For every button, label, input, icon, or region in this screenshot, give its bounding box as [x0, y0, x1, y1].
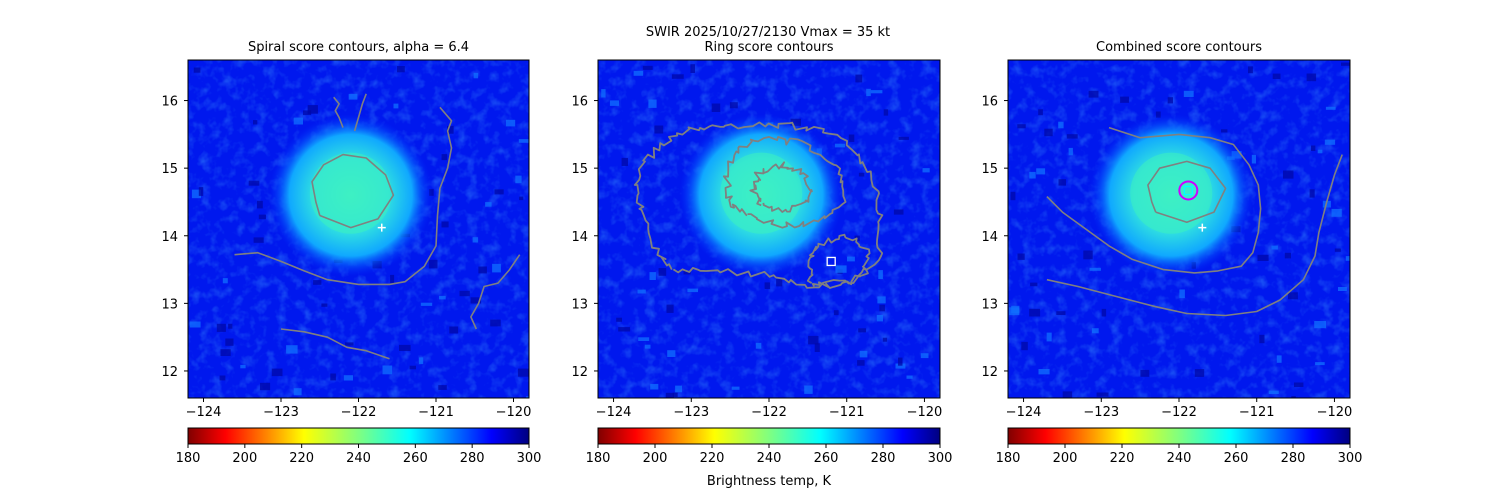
- x-tick-label: −124: [1006, 405, 1042, 420]
- y-tick-label: 16: [571, 95, 588, 110]
- y-tick-label: 12: [571, 365, 588, 380]
- colorbar-tick-label: 280: [460, 451, 485, 466]
- y-tick-label: 15: [981, 162, 998, 177]
- colorbar-tick-label: 260: [1224, 451, 1249, 466]
- colorbar-tick-label: 280: [871, 451, 896, 466]
- contour-line: [722, 136, 847, 229]
- colorbar-label: Brightness temp, K: [707, 474, 832, 489]
- x-tick-label: −121: [829, 405, 865, 420]
- contour-line: [1046, 154, 1343, 317]
- x-tick-label: −124: [186, 405, 222, 420]
- colorbar-tick-label: 220: [1110, 451, 1135, 466]
- panel-3: Combined score contours −124 −123 −122 −121 −…: [981, 40, 1362, 466]
- colorbar-tick-label: 180: [176, 451, 201, 466]
- center-plus-marker: [377, 223, 386, 232]
- panel-1: Spiral score contours, alpha = 6.4 −124 −1…: [161, 40, 541, 466]
- colorbar: [187, 427, 530, 445]
- heatmap-image: [1008, 60, 1350, 398]
- colorbar-tick-label: 180: [586, 451, 611, 466]
- colorbar-tick-label: 300: [517, 451, 542, 466]
- heatmap-image: [188, 60, 529, 398]
- y-tick-label: 15: [161, 162, 178, 177]
- colorbar-tick-label: 220: [289, 451, 314, 466]
- x-tick-label: −121: [1239, 405, 1275, 420]
- x-tick-label: −123: [673, 405, 709, 420]
- panel-title: Spiral score contours, alpha = 6.4: [248, 40, 469, 55]
- y-tick-label: 13: [981, 297, 998, 312]
- x-tick-label: −122: [751, 405, 787, 420]
- y-tick-label: 14: [981, 230, 998, 245]
- panel-title: Combined score contours: [1096, 40, 1262, 55]
- panel-title: Ring score contours: [704, 40, 833, 55]
- y-tick-label: 16: [161, 95, 178, 110]
- colorbar-tick-label: 240: [1167, 451, 1192, 466]
- y-tick-label: 14: [571, 230, 588, 245]
- colorbar-tick-label: 300: [928, 451, 953, 466]
- colorbar-tick-label: 300: [1338, 451, 1363, 466]
- y-tick-label: 16: [981, 95, 998, 110]
- colorbar-tick-label: 260: [814, 451, 839, 466]
- colorbar-tick-label: 200: [643, 451, 668, 466]
- contour-line: [1046, 126, 1262, 274]
- y-tick-label: 12: [161, 365, 178, 380]
- colorbar-tick-label: 200: [1053, 451, 1078, 466]
- center-square-marker: [826, 256, 836, 267]
- x-tick-label: −120: [907, 405, 943, 420]
- y-tick-label: 13: [161, 297, 178, 312]
- figure-suptitle: SWIR 2025/10/27/2130 Vmax = 35 kt: [646, 25, 890, 40]
- colorbar-tick-label: 220: [700, 451, 725, 466]
- x-tick-label: −120: [1317, 405, 1353, 420]
- colorbar-tick-label: 280: [1281, 451, 1306, 466]
- contour-line: [353, 93, 367, 132]
- contour-line: [311, 153, 395, 229]
- center-plus-marker: [1198, 223, 1207, 232]
- colorbar: [597, 427, 941, 445]
- y-tick-label: 12: [981, 365, 998, 380]
- x-tick-label: −122: [1161, 405, 1197, 420]
- colorbar-tick-label: 260: [403, 451, 428, 466]
- center-square-marker: [1183, 185, 1193, 196]
- contour-line: [333, 96, 344, 128]
- x-tick-label: −120: [496, 405, 532, 420]
- contour-line: [633, 121, 884, 289]
- y-tick-label: 13: [571, 297, 588, 312]
- x-tick-label: −122: [341, 405, 377, 420]
- x-tick-label: −123: [263, 405, 299, 420]
- contour-line: [234, 106, 453, 286]
- x-tick-label: −121: [418, 405, 454, 420]
- colorbar-tick-label: 180: [996, 451, 1021, 466]
- colorbar: [1007, 427, 1351, 445]
- colorbar-tick-label: 240: [757, 451, 782, 466]
- center-circle-marker: [1178, 180, 1199, 201]
- x-tick-label: −123: [1083, 405, 1119, 420]
- y-tick-label: 14: [161, 230, 178, 245]
- contour-line: [470, 254, 521, 330]
- panel-2: Ring score contours −124 −123 −122 −121 −120 1…: [571, 40, 952, 466]
- heatmap-image: [598, 60, 940, 398]
- contour-line: [749, 161, 813, 213]
- colorbar-tick-label: 200: [232, 451, 257, 466]
- colorbar-tick-label: 240: [346, 451, 371, 466]
- contour-line: [280, 328, 390, 360]
- contour-line: [806, 233, 871, 289]
- contour-line: [1147, 160, 1227, 223]
- x-tick-label: −124: [596, 405, 632, 420]
- y-tick-label: 15: [571, 162, 588, 177]
